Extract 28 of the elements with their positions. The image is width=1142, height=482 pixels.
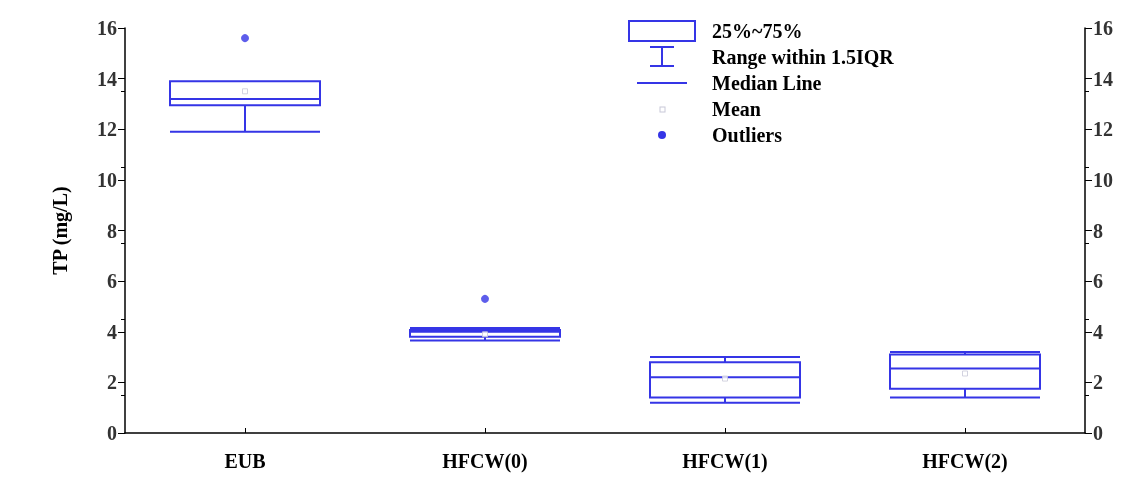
- y2-tick-label: 10: [1093, 168, 1113, 191]
- annotation: Outliers: [712, 123, 782, 147]
- y2-tick-label: 12: [1093, 118, 1113, 141]
- y-tick-label: 2: [107, 371, 117, 394]
- y-tick-label: 6: [107, 270, 117, 293]
- y2-tick-label: 14: [1093, 67, 1113, 90]
- y2-tick-label: 0: [1093, 422, 1103, 444]
- annotation: 25%~75%: [712, 19, 803, 43]
- y-tick-label: 4: [107, 320, 117, 343]
- y-tick-label: 12: [97, 118, 117, 141]
- y-tick-label: 16: [97, 17, 117, 39]
- y2-tick-label: 16: [1093, 17, 1113, 39]
- x-tick-label: HFCW(2): [922, 450, 1008, 473]
- annotation: Median Line: [712, 71, 822, 95]
- annotation: Mean: [712, 97, 761, 121]
- annotation: Range within 1.5IQR: [712, 45, 894, 69]
- x-tick-label: EUB: [224, 450, 266, 472]
- y-tick-label: 0: [107, 422, 117, 444]
- x-tick-label: HFCW(1): [682, 450, 768, 473]
- y-axis-title: TP (mg/L): [49, 186, 72, 275]
- y2-tick-label: 4: [1093, 320, 1103, 343]
- y-tick-label: 14: [97, 67, 117, 90]
- y2-tick-label: 8: [1093, 219, 1103, 242]
- x-tick-label: HFCW(0): [442, 450, 528, 473]
- y2-tick-label: 6: [1093, 270, 1103, 293]
- y2-tick-label: 2: [1093, 371, 1103, 394]
- y-tick-label: 10: [97, 168, 117, 191]
- y-tick-label: 8: [107, 219, 117, 242]
